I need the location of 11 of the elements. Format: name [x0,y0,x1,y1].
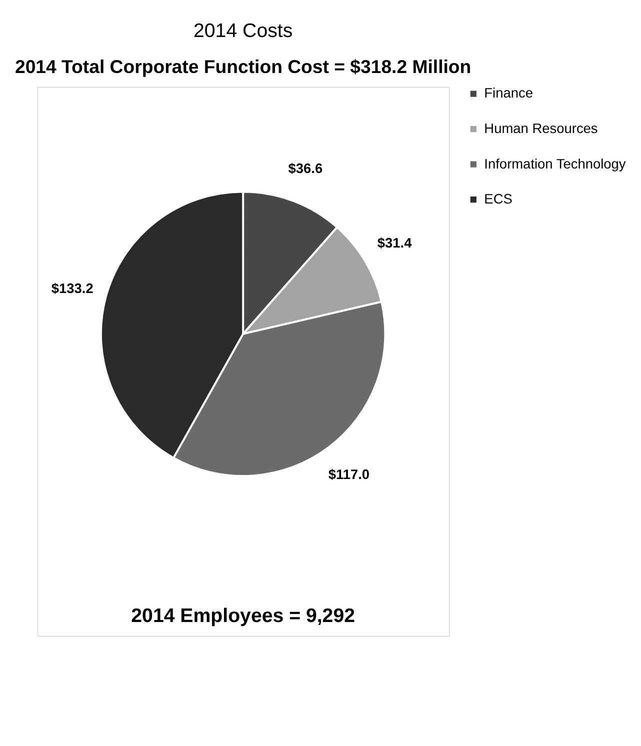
data-label: $117.0 [328,466,370,482]
legend-label: Human Resources [484,120,598,136]
legend-label: Finance [484,86,534,101]
legend-label: Information Technology [484,156,626,172]
data-label: $133.2 [51,281,94,296]
data-label: $31.4 [377,235,412,250]
chart-title: 2014 Costs [194,20,293,42]
text: 2014 Employees = 9,292 [131,605,356,628]
legend-label: ECS [484,192,512,207]
data-label: $36.6 [288,160,323,176]
chart-subtitle: 2014 Total Corporate Function Cost = $318.2 Million [14,56,472,78]
